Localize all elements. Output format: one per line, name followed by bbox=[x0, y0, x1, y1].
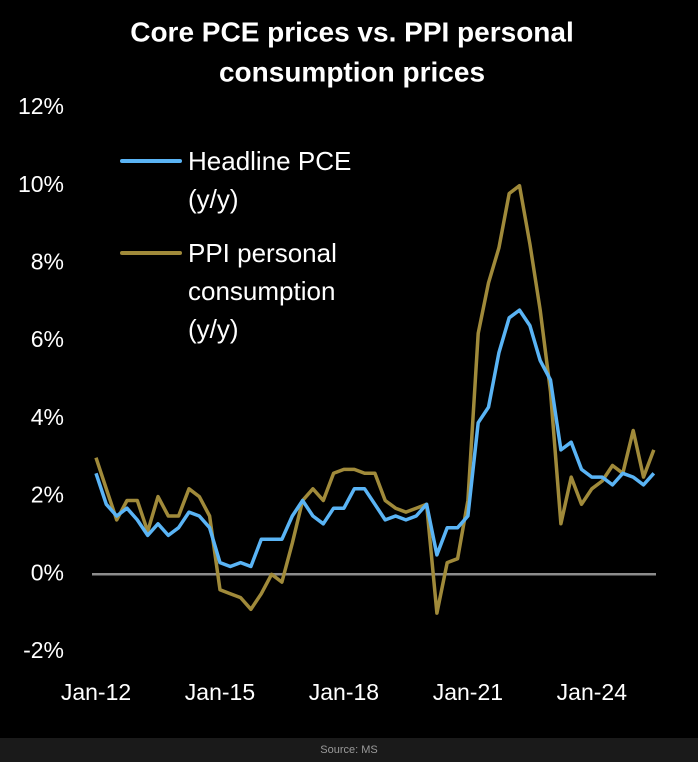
x-tick-label: Jan-21 bbox=[433, 679, 503, 705]
legend-swatch bbox=[120, 251, 182, 255]
x-tick-label: Jan-15 bbox=[185, 679, 255, 705]
x-tick-label: Jan-18 bbox=[309, 679, 379, 705]
legend-label: PPI personal consumption (y/y) bbox=[188, 238, 337, 344]
series-line bbox=[94, 308, 656, 569]
y-tick-label: 10% bbox=[18, 171, 64, 197]
chart: Core PCE prices vs. PPI personal consump… bbox=[18, 16, 656, 705]
legend: Headline PCE (y/y) PPI personal consumpti… bbox=[120, 142, 390, 364]
x-tick-label: Jan-24 bbox=[557, 679, 628, 705]
chart-title: consumption prices bbox=[219, 56, 485, 87]
source-note: Source: MS bbox=[0, 738, 698, 762]
y-tick-label: 0% bbox=[31, 559, 64, 585]
legend-swatch bbox=[120, 159, 182, 163]
legend-item: PPI personal consumption (y/y) bbox=[120, 234, 390, 348]
x-tick-label: Jan-12 bbox=[61, 679, 131, 705]
legend-item: Headline PCE (y/y) bbox=[120, 142, 390, 218]
series-line bbox=[94, 183, 656, 615]
y-tick-label: 4% bbox=[31, 404, 64, 430]
chart-title: Core PCE prices vs. PPI personal bbox=[130, 16, 574, 47]
legend-label: Headline PCE (y/y) bbox=[188, 146, 352, 214]
y-tick-label: 2% bbox=[31, 482, 64, 508]
y-tick-label: 12% bbox=[18, 93, 64, 119]
y-tick-label: -2% bbox=[23, 637, 64, 663]
y-tick-label: 6% bbox=[31, 326, 64, 352]
y-tick-label: 8% bbox=[31, 249, 64, 275]
